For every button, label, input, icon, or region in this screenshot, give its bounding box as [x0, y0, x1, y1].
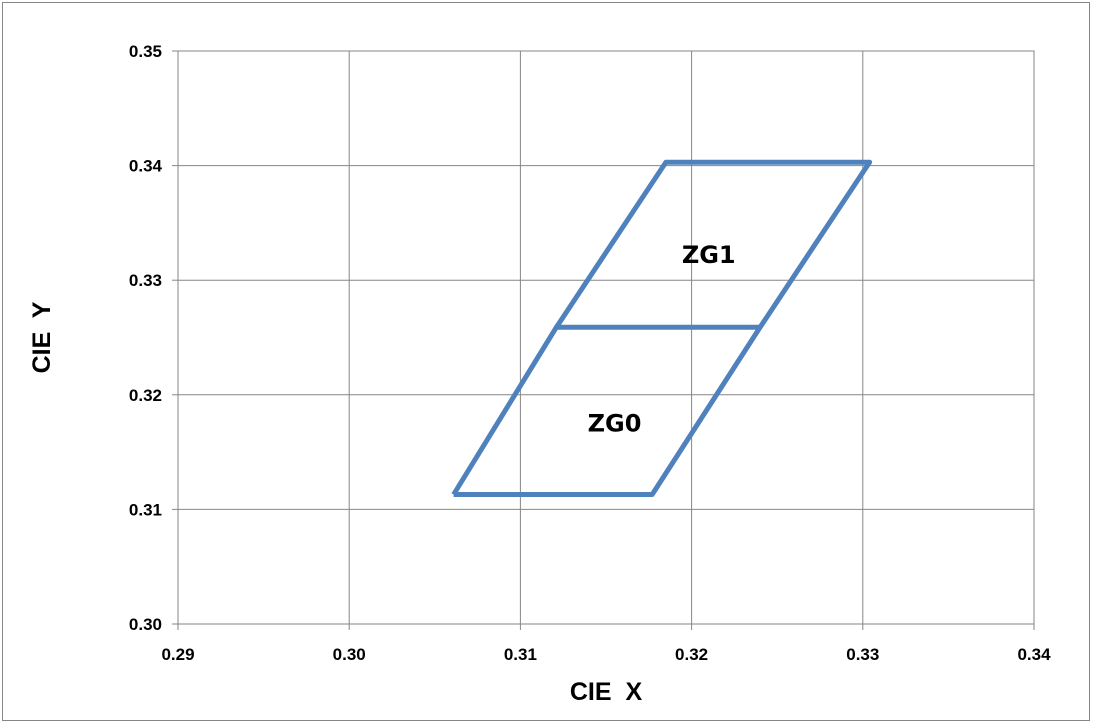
plot-area	[177, 50, 1035, 625]
y-tick-label: 0.31	[129, 500, 162, 519]
region-label-zg0: ZG0	[588, 409, 642, 437]
y-tick-label: 0.34	[129, 157, 163, 176]
annotation-layer: ZG1 ZG0	[588, 241, 736, 437]
y-tick-label: 0.32	[129, 386, 162, 405]
x-tick-label: 0.31	[504, 645, 537, 664]
y-tick-label: 0.33	[129, 271, 162, 290]
region-label-zg1: ZG1	[682, 241, 736, 269]
y-tick-label: 0.35	[129, 42, 162, 61]
x-axis-title: CIE X	[570, 678, 643, 706]
x-tick-label: 0.29	[161, 645, 194, 664]
x-tick-label: 0.30	[333, 645, 366, 664]
y-axis-ticks: 0.30 0.31 0.32 0.33 0.34 0.35	[129, 42, 178, 634]
x-tick-label: 0.34	[1017, 645, 1051, 664]
y-tick-label: 0.30	[129, 615, 162, 634]
grid	[177, 50, 1035, 625]
y-axis-title: CIE Y	[28, 301, 56, 373]
series-layer	[451, 159, 873, 497]
x-tick-label: 0.33	[846, 645, 879, 664]
x-axis-ticks: 0.29 0.30 0.31 0.32 0.33 0.34	[161, 624, 1051, 664]
x-tick-label: 0.32	[675, 645, 708, 664]
